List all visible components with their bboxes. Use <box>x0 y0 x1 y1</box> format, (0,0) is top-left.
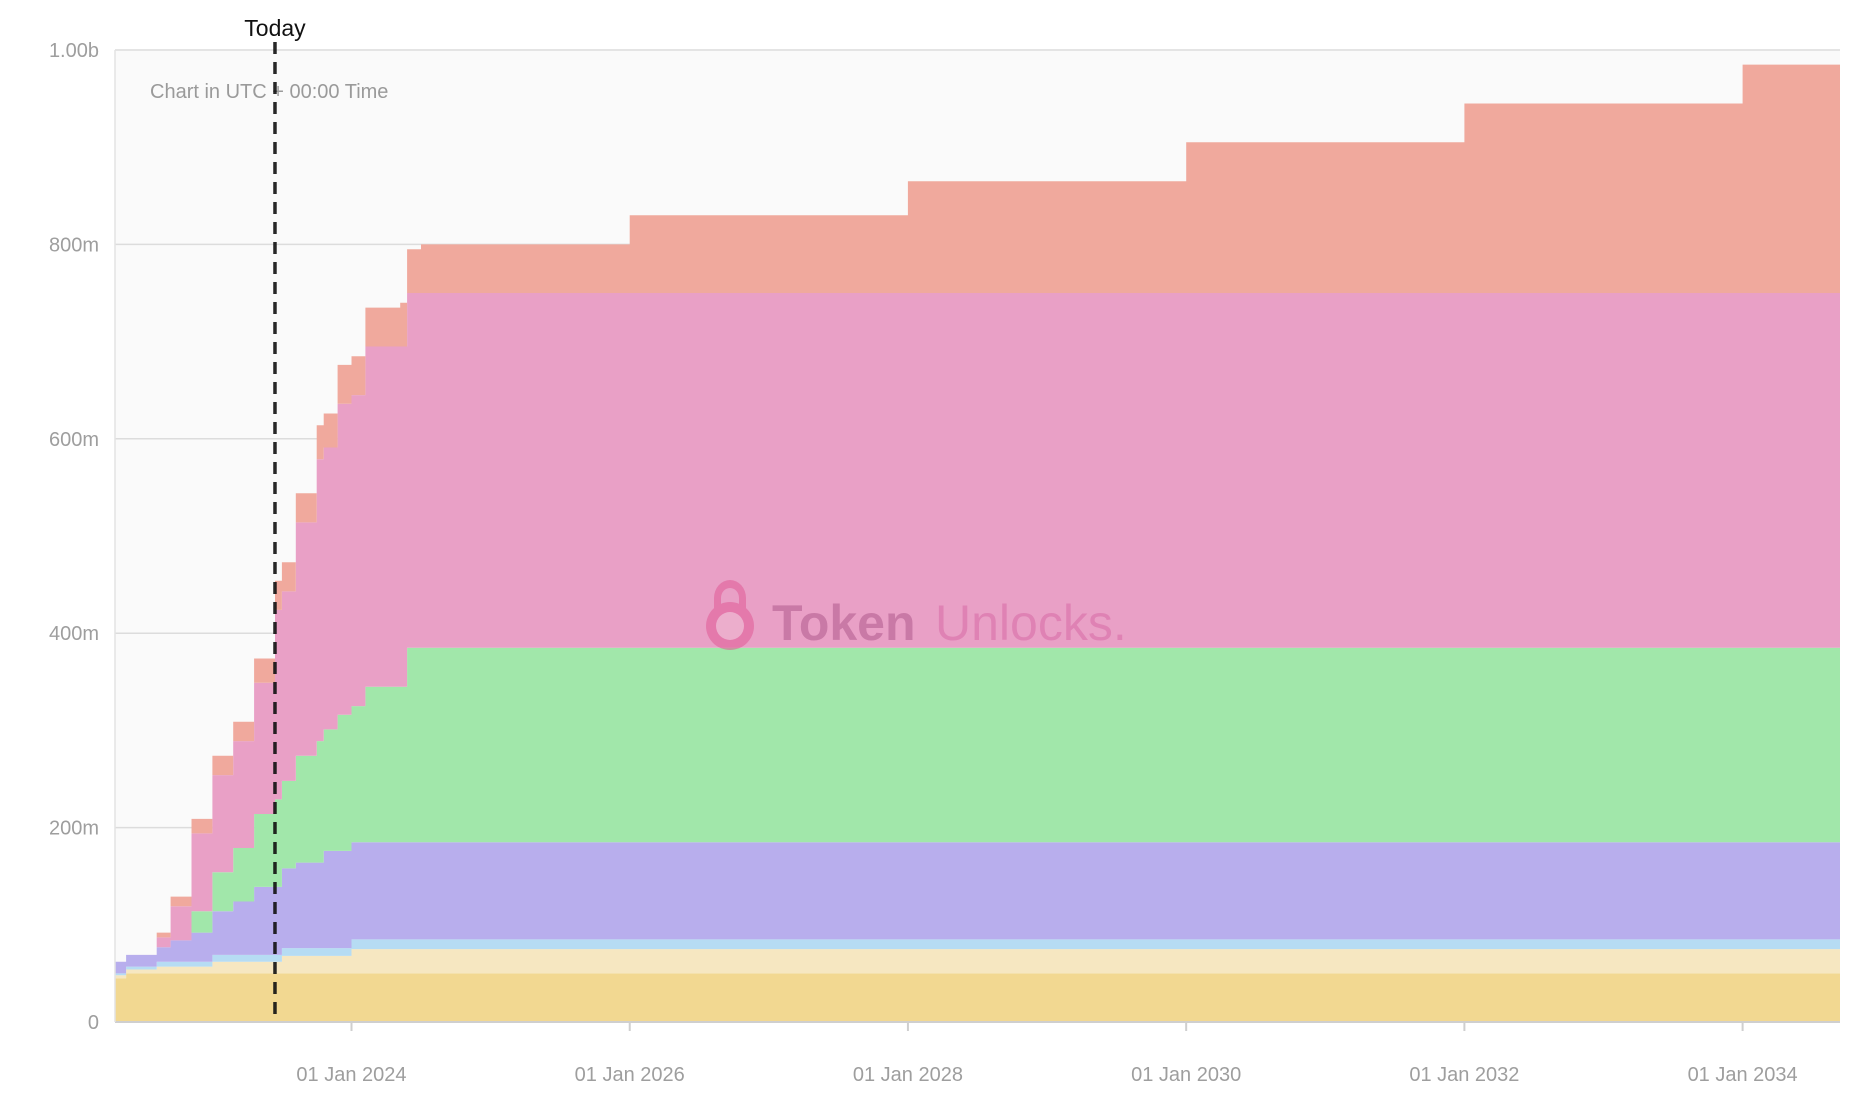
x-tick-label: 01 Jan 2028 <box>853 1064 963 1086</box>
series-area <box>115 973 1840 1022</box>
series-area <box>115 842 1840 974</box>
series-area <box>115 50 1840 962</box>
series-areas <box>115 50 1840 1022</box>
watermark: Token Unlocks. <box>706 580 1127 651</box>
x-tick-label: 01 Jan 2026 <box>575 1064 685 1086</box>
y-tick-label: 0 <box>88 1012 99 1034</box>
y-tick-label: 400m <box>49 623 99 645</box>
series-area <box>115 949 1840 979</box>
today-marker: Today <box>244 15 306 1022</box>
today-label: Today <box>244 15 306 41</box>
y-tick-label: 600m <box>49 429 99 451</box>
axes: 0 200m 400m 600m 800m 1.00b 01 Jan 2024 01 Jan … <box>49 40 1840 1086</box>
watermark-brand-left: Token <box>772 595 916 651</box>
x-tick-label: 01 Jan 2034 <box>1688 1064 1798 1086</box>
chart-subtitle: Chart in UTC + 00:00 Time <box>150 81 388 103</box>
watermark-brand-right: Unlocks. <box>935 595 1127 651</box>
lock-icon <box>706 580 754 650</box>
y-tick-label: 800m <box>49 234 99 256</box>
x-tick-label: 01 Jan 2030 <box>1131 1064 1241 1086</box>
x-tick-label: 01 Jan 2032 <box>1409 1064 1519 1086</box>
y-tick-label: 1.00b <box>49 40 99 62</box>
series-area <box>115 939 1840 976</box>
x-tick-label: 01 Jan 2024 <box>296 1064 406 1086</box>
y-tick-label: 200m <box>49 818 99 840</box>
series-area <box>115 647 1840 962</box>
series-area <box>115 293 1840 962</box>
